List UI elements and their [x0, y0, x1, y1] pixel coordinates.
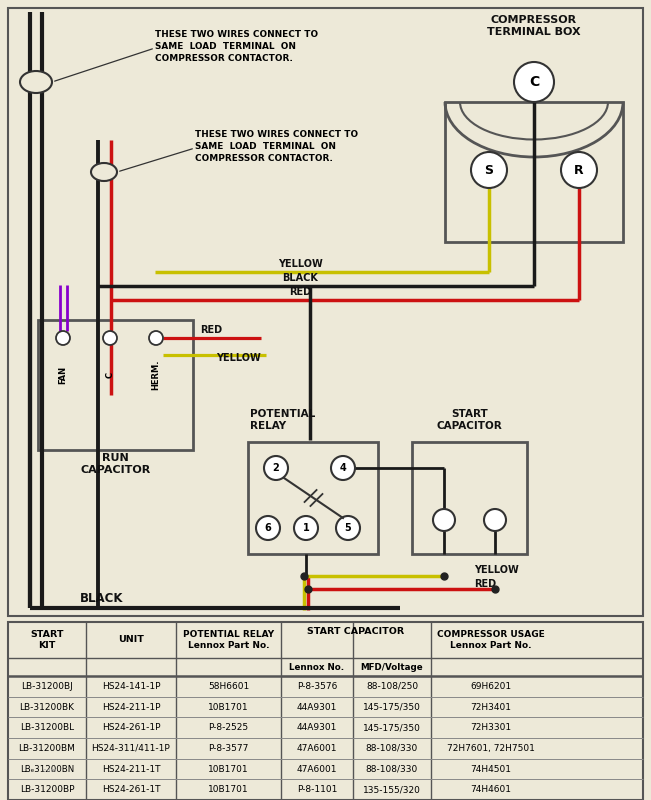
Text: LBₑ31200BN: LBₑ31200BN	[20, 765, 74, 774]
Text: 72H3401: 72H3401	[471, 702, 512, 711]
Text: 72H3301: 72H3301	[471, 723, 512, 732]
Text: 145-175/350: 145-175/350	[363, 702, 421, 711]
Circle shape	[433, 509, 455, 531]
Circle shape	[256, 516, 280, 540]
Text: POTENTIAL RELAY
Lennox Part No.: POTENTIAL RELAY Lennox Part No.	[183, 630, 274, 650]
Text: 135-155/320: 135-155/320	[363, 785, 421, 794]
Text: 44A9301: 44A9301	[297, 723, 337, 732]
Text: 6: 6	[264, 523, 271, 533]
Text: YELLOW: YELLOW	[277, 259, 322, 269]
Circle shape	[471, 152, 507, 188]
Text: COMPRESSOR USAGE
Lennox Part No.: COMPRESSOR USAGE Lennox Part No.	[437, 630, 545, 650]
Text: RED: RED	[474, 579, 496, 589]
Text: 47A6001: 47A6001	[297, 744, 337, 753]
Text: 88-108/250: 88-108/250	[366, 682, 418, 691]
Circle shape	[336, 516, 360, 540]
Text: LB-31200BP: LB-31200BP	[20, 785, 74, 794]
Text: 5: 5	[344, 523, 352, 533]
Circle shape	[103, 331, 117, 345]
Text: LB-31200BJ: LB-31200BJ	[21, 682, 73, 691]
Text: 72H7601, 72H7501: 72H7601, 72H7501	[447, 744, 535, 753]
Text: HS24-261-1T: HS24-261-1T	[102, 785, 160, 794]
Circle shape	[149, 331, 163, 345]
Text: START
CAPACITOR: START CAPACITOR	[437, 409, 503, 430]
Bar	[8, 8, 643, 616]
Circle shape	[561, 152, 597, 188]
Text: MFD/Voltage: MFD/Voltage	[361, 662, 423, 671]
Text: YELLOW: YELLOW	[216, 353, 261, 363]
Text: RUN
CAPACITOR: RUN CAPACITOR	[80, 453, 150, 475]
Text: POTENTIAL
RELAY: POTENTIAL RELAY	[250, 409, 315, 430]
Text: UNIT: UNIT	[118, 635, 144, 645]
Text: 58H6601: 58H6601	[208, 682, 249, 691]
Bar	[248, 442, 378, 554]
Text: .com: .com	[41, 767, 57, 773]
Text: HS24-261-1P: HS24-261-1P	[102, 723, 160, 732]
Text: P-8-3577: P-8-3577	[208, 744, 249, 753]
Text: HERM.: HERM.	[152, 360, 161, 390]
Text: HS24-311/411-1P: HS24-311/411-1P	[92, 744, 171, 753]
Text: 10B1701: 10B1701	[208, 702, 249, 711]
Text: 69H6201: 69H6201	[471, 682, 512, 691]
Circle shape	[294, 516, 318, 540]
Text: THESE TWO WIRES CONNECT TO
SAME  LOAD  TERMINAL  ON
COMPRESSOR CONTACTOR.: THESE TWO WIRES CONNECT TO SAME LOAD TER…	[195, 130, 358, 162]
Text: 47A6001: 47A6001	[297, 765, 337, 774]
Text: 4: 4	[340, 463, 346, 473]
Text: 74H4601: 74H4601	[471, 785, 512, 794]
Text: BLACK: BLACK	[282, 273, 318, 283]
Text: BLACK: BLACK	[80, 591, 124, 605]
Text: C: C	[105, 372, 115, 378]
Circle shape	[484, 509, 506, 531]
Text: HS24-211-1P: HS24-211-1P	[102, 702, 160, 711]
Text: COMPRESSOR
TERMINAL BOX: COMPRESSOR TERMINAL BOX	[487, 15, 581, 37]
Ellipse shape	[91, 163, 117, 181]
Text: 88-108/330: 88-108/330	[366, 765, 418, 774]
Text: HS24-211-1T: HS24-211-1T	[102, 765, 160, 774]
Text: C: C	[529, 75, 539, 89]
Text: 2: 2	[273, 463, 279, 473]
Text: START CAPACITOR: START CAPACITOR	[307, 626, 404, 635]
Text: LB-31200BL: LB-31200BL	[20, 723, 74, 732]
Text: 1: 1	[303, 523, 309, 533]
Circle shape	[331, 456, 355, 480]
Text: THESE TWO WIRES CONNECT TO
SAME  LOAD  TERMINAL  ON
COMPRESSOR CONTACTOR.: THESE TWO WIRES CONNECT TO SAME LOAD TER…	[155, 30, 318, 62]
Text: 88-108/330: 88-108/330	[366, 744, 418, 753]
Text: 10B1701: 10B1701	[208, 765, 249, 774]
Text: 145-175/350: 145-175/350	[363, 723, 421, 732]
Text: RED: RED	[200, 325, 222, 335]
Bar	[412, 442, 527, 554]
Circle shape	[56, 331, 70, 345]
Ellipse shape	[20, 71, 52, 93]
Circle shape	[264, 456, 288, 480]
Text: FAN: FAN	[59, 366, 68, 384]
Bar	[8, 622, 643, 800]
Circle shape	[514, 62, 554, 102]
Bar	[445, 102, 623, 242]
Text: 74H4501: 74H4501	[471, 765, 512, 774]
Bar	[38, 320, 193, 450]
Text: 10B1701: 10B1701	[208, 785, 249, 794]
Text: YELLOW: YELLOW	[474, 565, 519, 575]
Text: P-8-2525: P-8-2525	[208, 723, 249, 732]
Text: S: S	[484, 163, 493, 177]
Text: START
KIT: START KIT	[30, 630, 64, 650]
Text: LB-31200BM: LB-31200BM	[19, 744, 76, 753]
Text: Lennox No.: Lennox No.	[290, 662, 344, 671]
Text: R: R	[574, 163, 584, 177]
Text: P-8-3576: P-8-3576	[297, 682, 337, 691]
Text: HS24-141-1P: HS24-141-1P	[102, 682, 160, 691]
Text: LB-31200BK: LB-31200BK	[20, 702, 74, 711]
Text: RED: RED	[289, 287, 311, 297]
Text: 44A9301: 44A9301	[297, 702, 337, 711]
Text: P-8-1101: P-8-1101	[297, 785, 337, 794]
